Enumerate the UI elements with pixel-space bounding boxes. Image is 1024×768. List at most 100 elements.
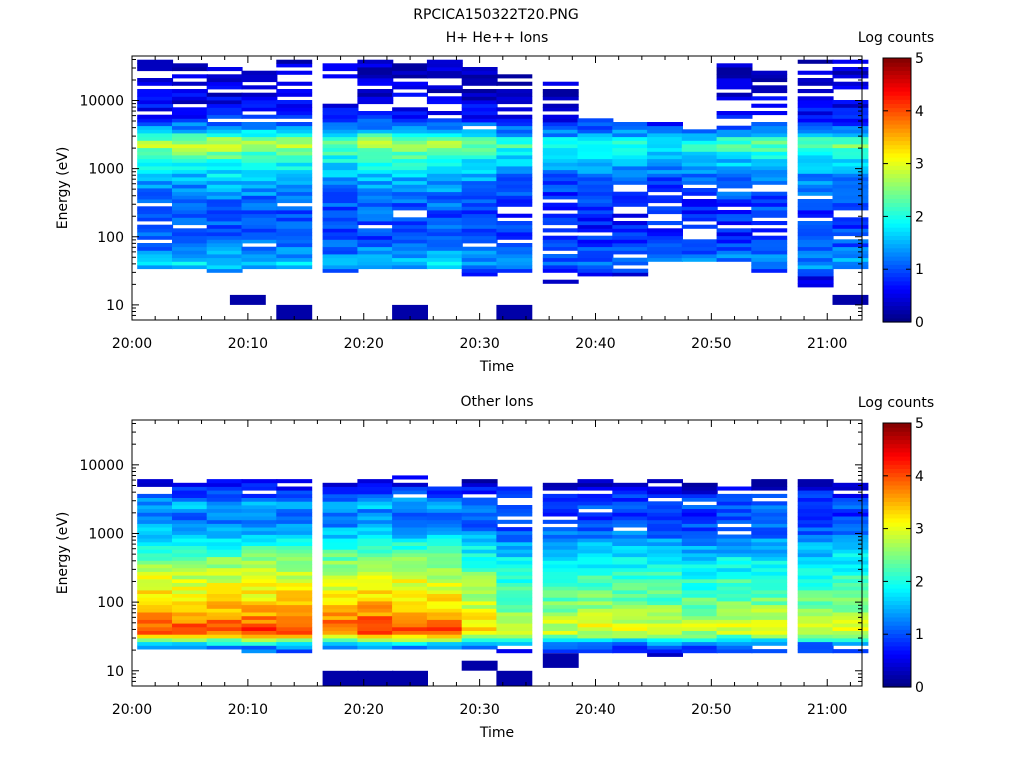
- spectrogram-cell: [322, 508, 359, 513]
- spectrogram-cell: [172, 523, 208, 528]
- spectrogram-cell: [392, 575, 428, 580]
- spectrogram-cell: [426, 638, 463, 643]
- spectrogram-cell: [357, 519, 394, 524]
- spectrogram-cell: [496, 601, 533, 606]
- spectrogram-cell: [832, 649, 869, 654]
- spectrogram-cell: [322, 111, 359, 116]
- spectrogram-cell: [612, 556, 649, 561]
- spectrogram-cell: [751, 593, 788, 598]
- spectrogram-cell: [322, 619, 359, 624]
- spectrogram-cell: [832, 100, 869, 105]
- spectrogram-cell: [172, 578, 208, 583]
- spectrogram-cell: [461, 630, 498, 635]
- spectrogram-cell: [206, 508, 243, 513]
- spectrogram-cell: [577, 169, 614, 174]
- spectrogram-cell: [751, 578, 788, 583]
- spectrogram-cell: [241, 612, 278, 617]
- spectrogram-cell: [206, 239, 243, 244]
- spectrogram-cell: [461, 619, 498, 624]
- spectrogram-cell: [716, 155, 753, 160]
- spectrogram-cell: [496, 81, 533, 86]
- spectrogram-cell: [357, 122, 394, 127]
- spectrogram-cell: [647, 490, 683, 495]
- spectrogram-cell: [206, 265, 243, 270]
- colorbar-segment: [883, 206, 911, 212]
- spectrogram-cell: [392, 254, 428, 259]
- low-energy-block: [357, 670, 394, 686]
- spectrogram-cell: [461, 497, 498, 502]
- spectrogram-cell: [392, 188, 428, 193]
- spectrogram-cell: [357, 250, 394, 255]
- spectrogram-cell: [751, 257, 788, 262]
- spectrogram-cell: [172, 147, 208, 152]
- spectrogram-cell: [322, 268, 359, 273]
- spectrogram-cell: [137, 151, 174, 156]
- colorbar-segment: [883, 559, 911, 564]
- spectrogram-cell: [832, 199, 869, 204]
- spectrogram-cell: [392, 523, 428, 528]
- spectrogram-cell: [681, 538, 718, 543]
- spectrogram-cell: [681, 140, 718, 145]
- spectrogram-cell: [797, 549, 834, 554]
- colorbar-segment: [883, 177, 911, 183]
- spectrogram-cell: [357, 195, 394, 200]
- spectrogram-cell: [612, 486, 649, 491]
- spectrogram-cell: [681, 133, 718, 138]
- colorbar-segment: [883, 497, 911, 502]
- colorbar-segment: [883, 78, 911, 84]
- spectrogram-cell: [322, 505, 359, 510]
- spectrogram-cell: [496, 118, 533, 123]
- spectrogram-cell: [647, 564, 683, 569]
- spectrogram-cell: [797, 202, 834, 207]
- colorbar-segment: [883, 546, 911, 552]
- spectrogram-cell: [542, 553, 579, 558]
- spectrogram-cell: [577, 615, 614, 620]
- spectrogram-cell: [461, 604, 498, 609]
- spectrogram-cell: [426, 575, 463, 580]
- spectrogram-cell: [496, 169, 533, 174]
- spectrogram-cell: [357, 586, 394, 591]
- spectrogram-cell: [322, 549, 359, 554]
- spectrogram-cell: [206, 556, 243, 561]
- spectrogram-cell: [716, 645, 753, 650]
- spectrogram-cell: [172, 246, 208, 251]
- spectrogram-cell: [461, 169, 498, 174]
- spectrogram-cell: [496, 623, 533, 628]
- spectrogram-cell: [241, 246, 278, 251]
- plot-frame: [131, 55, 863, 321]
- colorbar-segment: [883, 621, 911, 626]
- spectrogram-cell: [276, 250, 313, 255]
- spectrogram-cell: [172, 188, 208, 193]
- spectrogram-cell: [276, 243, 313, 248]
- spectrogram-cell: [647, 129, 683, 134]
- spectrogram-cell: [716, 512, 753, 517]
- spectrogram-cell: [426, 623, 463, 628]
- spectrogram-cell: [496, 155, 533, 160]
- spectrogram-cell: [241, 593, 278, 598]
- spectrogram-cell: [496, 634, 533, 639]
- spectrogram-cell: [392, 612, 428, 617]
- spectrogram-cell: [322, 482, 359, 487]
- spectrogram-cell: [797, 235, 834, 240]
- spectrogram-cell: [357, 213, 394, 218]
- colorbar-tick-label: 4: [915, 104, 924, 120]
- spectrogram-cell: [276, 545, 313, 550]
- spectrogram-cell: [276, 63, 313, 68]
- spectrogram-cell: [461, 645, 498, 650]
- spectrogram-cell: [681, 166, 718, 171]
- spectrogram-cell: [577, 619, 614, 624]
- spectrogram-cell: [542, 486, 579, 491]
- spectrogram-cell: [461, 538, 498, 543]
- colorbar-segment: [883, 124, 911, 129]
- spectrogram-cell: [137, 210, 174, 215]
- colorbar-tick-label: 0: [915, 680, 924, 696]
- spectrogram-cell: [542, 257, 579, 262]
- spectrogram-cell: [542, 538, 579, 543]
- spectrogram-cell: [137, 184, 174, 189]
- spectrogram-cell: [577, 254, 614, 259]
- spectrogram-cell: [241, 140, 278, 145]
- spectrogram-cell: [612, 564, 649, 569]
- spectrogram-cell: [496, 136, 533, 141]
- spectrogram-cell: [647, 575, 683, 580]
- spectrogram-cell: [681, 177, 718, 182]
